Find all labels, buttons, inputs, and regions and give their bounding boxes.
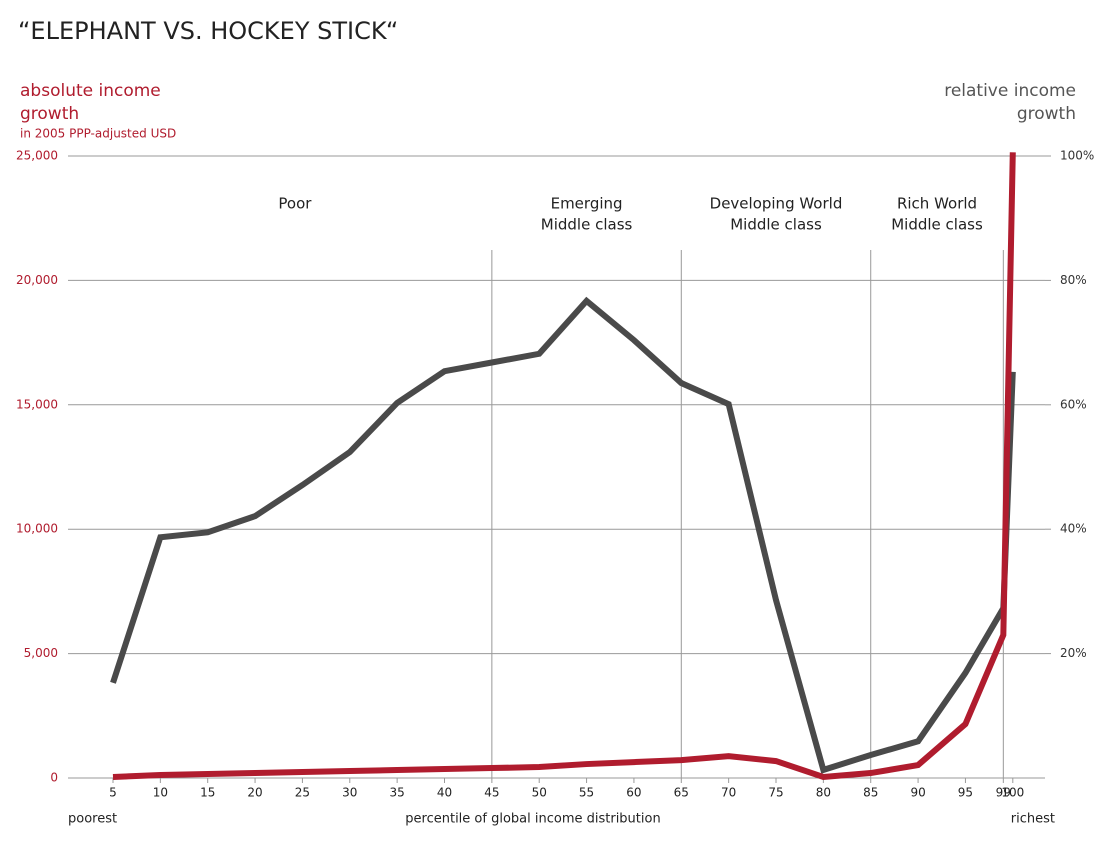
y-tick-label: 0	[50, 771, 58, 785]
region-label: Rich World	[897, 195, 977, 213]
y-tick-label: 10,000	[16, 522, 58, 536]
y2-tick-label: 100%	[1060, 149, 1094, 163]
x-tick-label: 10	[153, 786, 168, 800]
x-tick-label: 5	[109, 786, 117, 800]
y-tick-label: 25,000	[16, 149, 58, 163]
region-label: Middle class	[730, 216, 822, 234]
x-tick-label: 25	[295, 786, 310, 800]
x-tick-label: 95	[958, 786, 973, 800]
y2-tick-label: 20%	[1060, 646, 1087, 660]
x-tick-label: 100	[1001, 786, 1024, 800]
y2-tick-label: 80%	[1060, 273, 1087, 287]
y-tick-label: 5,000	[24, 646, 58, 660]
x-tick-label: 40	[437, 786, 452, 800]
y2-axis-label: growth	[1017, 104, 1076, 124]
y2-axis-label: relative income	[944, 81, 1076, 101]
x-tick-label: 99	[996, 786, 1011, 800]
region-label: Middle class	[541, 216, 633, 234]
region-label: Middle class	[891, 216, 983, 234]
y-axis-label: absolute income	[20, 81, 161, 101]
x-axis-label: percentile of global income distribution	[405, 812, 660, 827]
y-axis-sublabel: in 2005 PPP-adjusted USD	[20, 127, 176, 141]
x-tick-label: 75	[768, 786, 783, 800]
x-note: poorest	[68, 812, 117, 827]
x-tick-label: 55	[579, 786, 594, 800]
x-tick-label: 50	[532, 786, 547, 800]
series-line	[110, 296, 1016, 774]
y-axis-label: growth	[20, 104, 79, 124]
x-tick-label: 70	[721, 786, 736, 800]
x-tick-label: 80	[816, 786, 831, 800]
x-tick-label: 15	[200, 786, 215, 800]
x-tick-label: 90	[910, 786, 925, 800]
y2-tick-label: 60%	[1060, 397, 1087, 411]
y-tick-label: 20,000	[16, 273, 58, 287]
region-label: Developing World	[710, 195, 843, 213]
x-tick-label: 45	[484, 786, 499, 800]
x-tick-label: 35	[389, 786, 404, 800]
region-label: Poor	[278, 195, 312, 213]
x-tick-label: 30	[342, 786, 357, 800]
x-tick-label: 20	[247, 786, 262, 800]
x-tick-label: 60	[626, 786, 641, 800]
x-tick-label: 85	[863, 786, 878, 800]
region-label: Emerging	[551, 195, 623, 213]
y-tick-label: 15,000	[16, 397, 58, 411]
chart-title: “ELEPHANT VS. HOCKEY STICK“	[18, 17, 398, 45]
series-line	[112, 152, 1016, 781]
x-note: richest	[1011, 812, 1055, 827]
x-tick-label: 65	[674, 786, 689, 800]
y2-tick-label: 40%	[1060, 522, 1087, 536]
